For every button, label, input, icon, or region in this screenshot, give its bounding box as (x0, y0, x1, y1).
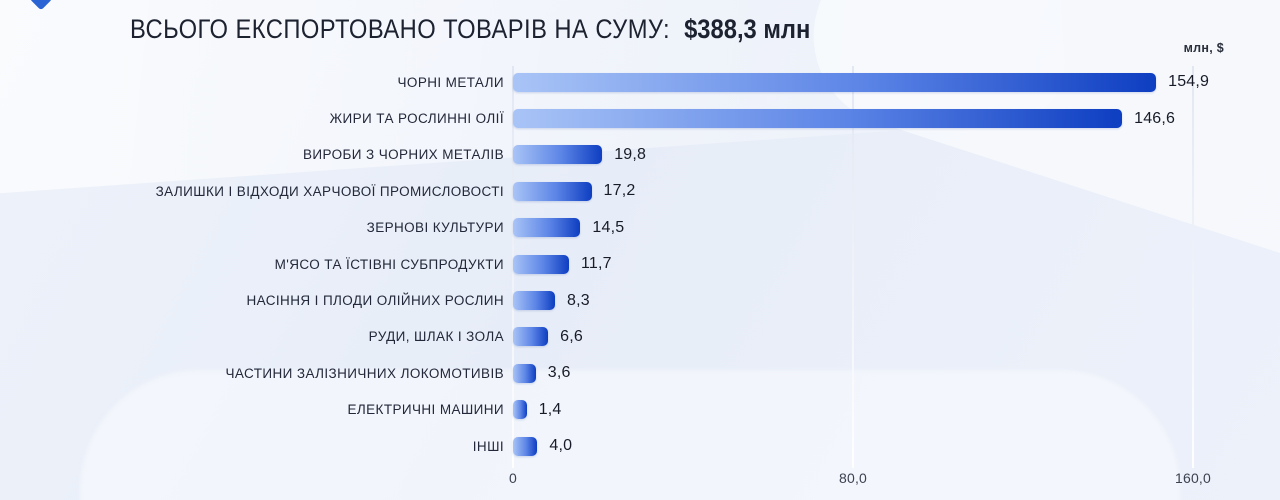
bar (513, 436, 538, 456)
bar (513, 218, 581, 238)
gridline (852, 66, 854, 468)
bar (513, 327, 549, 347)
bar (513, 109, 1123, 129)
value-label: 4,0 (549, 437, 573, 455)
bar-track: 6,6 (513, 327, 1280, 347)
category-label: РУДИ, ШЛАК І ЗОЛА (368, 329, 504, 345)
units-label: млн, $ (1183, 41, 1224, 55)
x-axis-tick-label: 0 (509, 470, 517, 486)
bar-track: 17,2 (513, 181, 1280, 201)
category-label: ЗЕРНОВІ КУЛЬТУРИ (366, 220, 504, 236)
bar-row: ЕЛЕКТРИЧНІ МАШИНИ 1,4 (0, 392, 1280, 428)
bar (513, 291, 555, 311)
bar-track: 11,7 (513, 254, 1280, 274)
category-label: М'ЯСО ТА ЇСТІВНІ СУБПРОДУКТИ (274, 256, 504, 272)
bar (513, 363, 536, 383)
x-axis: 0 80,0 160,0 (509, 470, 1211, 490)
bar-track: 19,8 (513, 145, 1280, 165)
bar-track: 4,0 (513, 436, 1280, 456)
category-label: ЗАЛИШКИ І ВІДХОДИ ХАРЧОВОЇ ПРОМИСЛОВОСТІ (155, 183, 504, 199)
category-label: ЧОРНІ МЕТАЛИ (397, 74, 504, 90)
bar-track: 154,9 (513, 72, 1280, 92)
bar-row: НАСІННЯ І ПЛОДИ ОЛІЙНИХ РОСЛИН 8,3 (0, 282, 1280, 318)
bar (513, 254, 569, 274)
category-label: ЖИРИ ТА РОСЛИННІ ОЛІЇ (329, 111, 504, 127)
bar-rows: ЧОРНІ МЕТАЛИ 154,9 ЖИРИ ТА РОСЛИННІ ОЛІЇ… (0, 64, 1280, 464)
x-axis-tick-label: 160,0 (1174, 470, 1212, 486)
category-label: ВИРОБИ З ЧОРНИХ МЕТАЛІВ (302, 147, 504, 163)
bar (513, 181, 592, 201)
bar-row: М'ЯСО ТА ЇСТІВНІ СУБПРОДУКТИ 11,7 (0, 246, 1280, 282)
bar-row: РУДИ, ШЛАК І ЗОЛА 6,6 (0, 319, 1280, 355)
bar-track: 3,6 (513, 363, 1280, 383)
x-axis-tick-label: 80,0 (838, 470, 868, 486)
bar-track: 146,6 (513, 109, 1280, 129)
page-title: ВСЬОГО ЕКСПОРТОВАНО ТОВАРІВ НА СУМУ: $38… (130, 14, 810, 45)
bar-track: 8,3 (513, 291, 1280, 311)
bar-row: ВИРОБИ З ЧОРНИХ МЕТАЛІВ 19,8 (0, 137, 1280, 173)
bar (513, 145, 603, 165)
value-label: 14,5 (592, 218, 625, 236)
category-label: ЧАСТИНИ ЗАЛІЗНИЧНИХ ЛОКОМОТИВІВ (225, 365, 504, 381)
value-label: 1,4 (538, 400, 562, 418)
bar-row: ІНШІ 4,0 (0, 428, 1280, 464)
background-bottom-glow (80, 370, 1180, 500)
value-label: 19,8 (614, 145, 647, 163)
bar-row: ЖИРИ ТА РОСЛИННІ ОЛІЇ 146,6 (0, 100, 1280, 136)
bar (513, 72, 1157, 92)
value-label: 11,7 (581, 255, 612, 273)
title-total-amount: $388,3 млн (684, 14, 811, 44)
bar-chart: ЧОРНІ МЕТАЛИ 154,9 ЖИРИ ТА РОСЛИННІ ОЛІЇ… (0, 64, 1280, 494)
bar-track: 1,4 (513, 400, 1280, 420)
value-label: 146,6 (1134, 109, 1176, 127)
value-label: 17,2 (603, 182, 636, 200)
value-label: 3,6 (547, 364, 571, 382)
value-label: 8,3 (567, 291, 590, 309)
category-label: НАСІННЯ І ПЛОДИ ОЛІЙНИХ РОСЛИН (246, 293, 504, 309)
bar (513, 400, 527, 420)
value-label: 6,6 (560, 327, 583, 345)
gridline (1192, 66, 1194, 468)
title-text: ВСЬОГО ЕКСПОРТОВАНО ТОВАРІВ НА СУМУ: (130, 14, 670, 44)
value-label: 154,9 (1168, 73, 1210, 91)
bar-row: ЗЕРНОВІ КУЛЬТУРИ 14,5 (0, 210, 1280, 246)
bar-track: 14,5 (513, 218, 1280, 238)
bar-row: ЗАЛИШКИ І ВІДХОДИ ХАРЧОВОЇ ПРОМИСЛОВОСТІ… (0, 173, 1280, 209)
bar-row: ЧАСТИНИ ЗАЛІЗНИЧНИХ ЛОКОМОТИВІВ 3,6 (0, 355, 1280, 391)
chart-header: ВСЬОГО ЕКСПОРТОВАНО ТОВАРІВ НА СУМУ: $38… (130, 14, 903, 45)
category-label: ІНШІ (472, 438, 504, 454)
category-label: ЕЛЕКТРИЧНІ МАШИНИ (347, 402, 504, 418)
bar-row: ЧОРНІ МЕТАЛИ 154,9 (0, 64, 1280, 100)
